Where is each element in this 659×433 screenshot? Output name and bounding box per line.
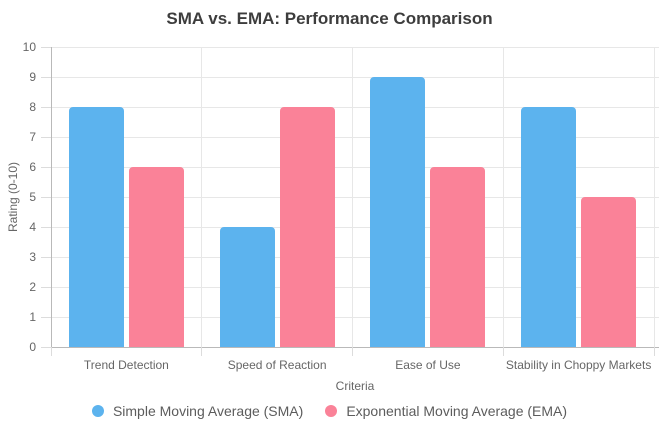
legend-item-sma[interactable]: Simple Moving Average (SMA) [91, 403, 304, 419]
bar-ema-4[interactable] [581, 197, 637, 347]
y-tick-mark [41, 226, 51, 228]
x-axis-title: Criteria [335, 379, 375, 393]
x-tick-label: Speed of Reaction [227, 358, 327, 372]
y-tick-mark [41, 196, 51, 198]
y-tick-label: 7 [29, 130, 36, 144]
x-tick-label: Trend Detection [83, 358, 169, 372]
gridline [51, 46, 659, 48]
gridline [51, 166, 659, 168]
bar-sma-4[interactable] [521, 107, 577, 347]
bar-ema-3[interactable] [430, 167, 486, 347]
x-tick-mark [352, 347, 353, 356]
bar-sma-2[interactable] [219, 227, 275, 347]
y-tick-label: 2 [29, 280, 36, 294]
gridline [51, 226, 659, 228]
legend-item-ema[interactable]: Exponential Moving Average (EMA) [325, 403, 567, 419]
y-tick-label: 5 [29, 190, 36, 204]
y-axis-title: Rating (0-10) [6, 161, 20, 233]
plot-area: 0 1 2 3 4 5 6 7 8 9 10 Trend Detection Speed of Reac… [23, 40, 659, 372]
legend-label-sma: Simple Moving Average (SMA) [112, 403, 304, 419]
y-tick-mark [41, 256, 51, 258]
y-tick-mark [41, 136, 51, 138]
chart-title: SMA vs. EMA: Performance Comparison [166, 9, 493, 28]
gridline [201, 47, 203, 347]
y-tick-label: 10 [22, 40, 36, 54]
bar-sma-3[interactable] [370, 77, 426, 347]
gridline [51, 136, 659, 138]
x-tick-mark [653, 347, 655, 356]
y-tick-mark [41, 286, 51, 288]
gridline [50, 47, 52, 347]
y-tick-mark [41, 166, 51, 168]
y-tick-label: 3 [29, 250, 36, 264]
gridline [51, 346, 659, 348]
y-tick-mark [41, 46, 51, 48]
gridline [51, 106, 659, 108]
y-tick-label: 1 [29, 310, 36, 324]
x-tick-label: Stability in Choppy Markets [505, 358, 652, 372]
y-tick-label: 9 [29, 70, 36, 84]
x-tick-mark [502, 347, 504, 356]
bar-ema-2[interactable] [279, 107, 335, 347]
sma-legend-marker-icon [91, 405, 104, 417]
x-tick-label: Ease of Use [395, 358, 461, 372]
gridline [51, 76, 659, 78]
gridline [502, 47, 504, 347]
y-tick-mark [41, 76, 51, 78]
bar-sma-1[interactable] [68, 107, 124, 347]
y-tick-mark [41, 316, 51, 318]
gridline [51, 256, 659, 258]
bar-ema-1[interactable] [128, 167, 184, 347]
y-tick-label: 8 [29, 100, 36, 114]
legend-label-ema: Exponential Moving Average (EMA) [346, 403, 568, 419]
chart-legend: Simple Moving Average (SMA) Exponential … [0, 403, 659, 419]
y-tick-mark [41, 346, 51, 348]
gridline [51, 286, 659, 288]
x-tick-mark [50, 347, 52, 356]
y-tick-label: 4 [29, 220, 36, 234]
y-tick-label: 0 [29, 340, 36, 354]
y-tick-label: 6 [29, 160, 36, 174]
gridline [352, 47, 353, 347]
ema-legend-marker-icon [325, 405, 338, 417]
y-tick-mark [41, 106, 51, 108]
gridline [51, 316, 659, 318]
gridline [51, 196, 659, 198]
gridline [653, 47, 655, 347]
x-tick-mark [201, 347, 203, 356]
